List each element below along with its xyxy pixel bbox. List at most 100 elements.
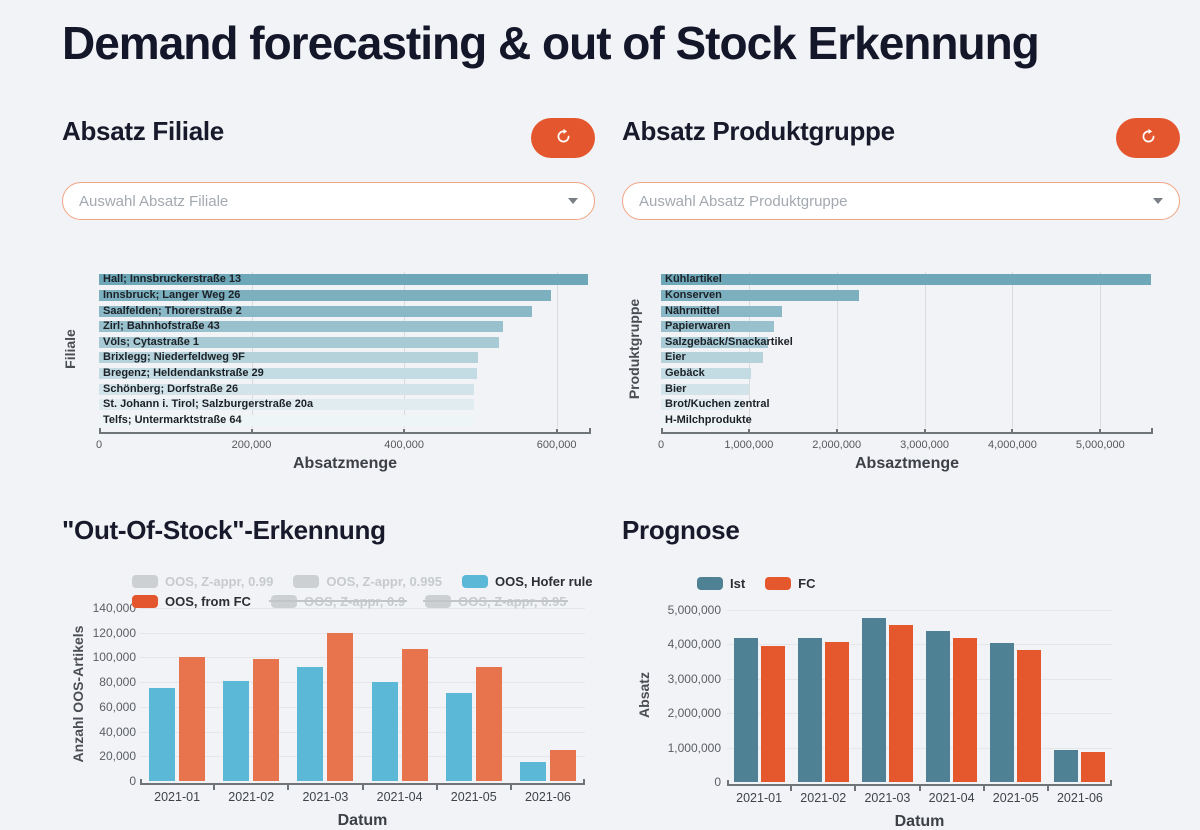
gridline bbox=[727, 678, 1112, 680]
refresh-icon bbox=[1140, 128, 1157, 148]
bar bbox=[888, 625, 913, 782]
axis-tick bbox=[1011, 429, 1014, 434]
legend-item[interactable]: OOS, Z-appr, 0.9 bbox=[268, 594, 408, 609]
x-tick-label: 5,000,000 bbox=[1075, 439, 1125, 451]
absatz-produktgruppe-dropdown[interactable]: Auswahl Absatz Produktgruppe bbox=[622, 182, 1180, 220]
section-title-absatz-produktgruppe: Absatz Produktgruppe bbox=[622, 116, 895, 146]
legend-label: Ist bbox=[730, 576, 746, 591]
bar bbox=[519, 762, 546, 781]
x-tick-label: 600,000 bbox=[536, 439, 577, 451]
refresh-icon bbox=[555, 128, 572, 148]
gridline bbox=[727, 747, 1112, 749]
axis-tick bbox=[747, 429, 750, 434]
legend-item[interactable]: OOS, Hofer rule bbox=[461, 574, 593, 589]
refresh-button-filiale[interactable] bbox=[531, 118, 595, 158]
y-tick-label: 80,000 bbox=[99, 675, 136, 690]
bar bbox=[475, 667, 502, 781]
bar bbox=[99, 336, 499, 348]
legend-label: OOS, Z-appr, 0.995 bbox=[326, 574, 442, 589]
bar bbox=[99, 274, 588, 286]
gridline bbox=[140, 608, 585, 609]
legend-item[interactable]: FC bbox=[765, 576, 816, 591]
bar bbox=[661, 305, 783, 317]
bar-label: Gebäck bbox=[665, 366, 705, 379]
bar-label: Brixlegg; Niederfeldweg 9F bbox=[103, 351, 245, 364]
y-tick-label: 4,000,000 bbox=[667, 637, 721, 652]
gridline bbox=[140, 632, 585, 634]
legend-row: OOS, from FC OOS, Z-appr, 0.9 OOS, Z-appr,… bbox=[132, 594, 569, 609]
plot-area bbox=[140, 608, 585, 781]
bar bbox=[99, 289, 552, 301]
x-tick-label: 2021-01 bbox=[736, 791, 783, 805]
bar bbox=[371, 682, 398, 781]
legend-item[interactable]: OOS, Z-appr, 0.95 bbox=[423, 594, 569, 609]
refresh-button-produktgruppe[interactable] bbox=[1116, 118, 1180, 158]
bar-label: Saalfelden; Thorerstraße 2 bbox=[103, 304, 242, 317]
section-title-oos: "Out-Of-Stock"-Erkennung bbox=[62, 515, 386, 545]
bar-label: Zirl; Bahnhofstraße 43 bbox=[103, 320, 220, 333]
bar-label: Telfs; Untermarktstraße 64 bbox=[103, 413, 242, 426]
bar-label: H-Milchprodukte bbox=[665, 413, 752, 426]
axis-tick bbox=[790, 786, 793, 791]
axis-tick bbox=[555, 429, 558, 434]
page-title: Demand forecasting & out of Stock Erkenn… bbox=[62, 17, 1040, 69]
bar bbox=[661, 383, 749, 395]
bar-label: Salzgebäck/Snackartikel bbox=[665, 335, 793, 348]
chevron-down-icon bbox=[1153, 198, 1163, 204]
bar bbox=[99, 414, 473, 426]
x-axis-title: Datum bbox=[894, 813, 945, 830]
bar-label: Konserven bbox=[665, 288, 722, 301]
gridline bbox=[140, 756, 585, 758]
axis-tick bbox=[835, 429, 838, 434]
absatz-filiale-dropdown[interactable]: Auswahl Absatz Filiale bbox=[62, 182, 595, 220]
legend-item[interactable]: OOS, Z-appr, 0.99 bbox=[132, 574, 273, 589]
bar bbox=[445, 693, 472, 781]
legend-item[interactable]: OOS, from FC bbox=[132, 594, 251, 609]
bar-label: Nährmittel bbox=[665, 304, 720, 317]
y-tick-label: 40,000 bbox=[99, 724, 136, 739]
x-tick-label: 4,000,000 bbox=[987, 439, 1037, 451]
axis-cap bbox=[583, 779, 585, 785]
x-tick-label: 200,000 bbox=[231, 439, 272, 451]
x-axis bbox=[661, 428, 1153, 434]
gridline bbox=[140, 657, 585, 659]
gridline bbox=[556, 272, 558, 428]
bar bbox=[661, 414, 741, 426]
chart-absatz-produktgruppe: Produktgruppe Kühlartikel Konserven Nährmit… bbox=[622, 258, 1180, 472]
y-tick-label: 0 bbox=[714, 775, 721, 789]
legend-swatch bbox=[461, 575, 488, 588]
bar-label: Innsbruck; Langer Weg 26 bbox=[103, 288, 241, 301]
x-tick-label: 2,000,000 bbox=[812, 439, 862, 451]
plot-area bbox=[727, 610, 1112, 782]
section-title-absatz-filiale: Absatz Filiale bbox=[62, 116, 224, 146]
bar-label: Kühlartikel bbox=[665, 273, 722, 286]
axis-tick bbox=[435, 785, 438, 790]
bar bbox=[99, 352, 479, 364]
x-tick-label: 0 bbox=[657, 439, 665, 451]
axis-tick bbox=[918, 786, 921, 791]
bar-label: Papierwaren bbox=[665, 320, 731, 333]
gridline bbox=[251, 272, 253, 428]
axis-tick bbox=[403, 429, 406, 434]
gridline bbox=[404, 272, 406, 428]
y-axis-title: Filiale bbox=[62, 329, 78, 369]
y-tick-label: 100,000 bbox=[92, 650, 136, 665]
bar bbox=[661, 367, 752, 379]
legend-label: OOS, Z-appr, 0.95 bbox=[458, 594, 567, 609]
bar bbox=[824, 642, 849, 782]
axis-tick bbox=[854, 786, 857, 791]
bar bbox=[99, 321, 503, 333]
legend-label: OOS, Hofer rule bbox=[494, 574, 593, 589]
legend-item[interactable]: OOS, Z-appr, 0.995 bbox=[293, 574, 442, 589]
gridline bbox=[1100, 272, 1102, 428]
chart-oos-erkennung: Anzahl OOS-Artikels 0 20,000 40,000 60,000 80… bbox=[62, 560, 597, 830]
bar-label: Schönberg; Dorfstraße 26 bbox=[103, 382, 239, 395]
bar bbox=[223, 680, 250, 781]
bar-label: Brot/Kuchen zentral bbox=[665, 398, 770, 411]
bar bbox=[1081, 751, 1106, 782]
legend-item[interactable]: Ist bbox=[697, 576, 745, 591]
legend-label: FC bbox=[798, 576, 816, 591]
x-tick-label: 2021-03 bbox=[302, 790, 349, 804]
bar bbox=[327, 632, 354, 781]
bar bbox=[661, 321, 775, 333]
